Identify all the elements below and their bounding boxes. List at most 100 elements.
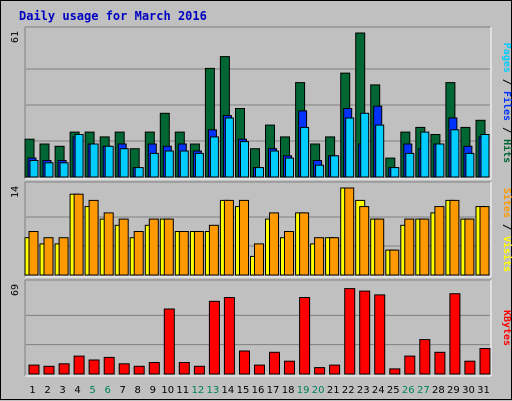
bar-pages-day-16 xyxy=(255,167,264,178)
bar-kbytes-day-11 xyxy=(178,362,190,375)
bar-kbytes-day-5 xyxy=(88,359,100,375)
day-label-1: 1 xyxy=(29,385,35,396)
bar-pages-day-25 xyxy=(390,167,400,178)
day-label-11: 11 xyxy=(176,385,189,396)
day-label-25: 25 xyxy=(387,385,400,396)
bar-pages-day-18 xyxy=(285,157,294,178)
bar-kbytes-day-9 xyxy=(148,362,160,375)
bar-kbytes-day-19 xyxy=(299,297,311,375)
bar-kbytes-day-3 xyxy=(58,363,70,375)
bar-sites-day-9 xyxy=(148,218,159,276)
day-label-9: 9 xyxy=(150,385,156,396)
bar-kbytes-day-23 xyxy=(359,290,371,375)
day-label-29: 29 xyxy=(447,385,460,396)
bar-sites-day-22 xyxy=(344,187,355,276)
bar-pages-day-10 xyxy=(164,150,174,178)
bar-kbytes-day-30 xyxy=(464,360,476,375)
bar-pages-day-5 xyxy=(89,143,99,178)
bar-sites-day-31 xyxy=(479,206,490,276)
day-label-23: 23 xyxy=(357,385,370,396)
bar-sites-day-16 xyxy=(254,243,264,276)
bar-pages-day-6 xyxy=(104,145,114,178)
day-label-31: 31 xyxy=(477,385,490,396)
bar-kbytes-day-8 xyxy=(133,365,145,375)
day-label-13: 13 xyxy=(207,385,220,396)
bar-pages-day-9 xyxy=(149,152,159,178)
bar-kbytes-day-16 xyxy=(254,364,265,375)
bar-pages-day-7 xyxy=(119,148,129,178)
bar-pages-day-17 xyxy=(270,150,279,178)
day-label-22: 22 xyxy=(342,385,355,396)
bar-sites-day-11 xyxy=(178,231,189,276)
bar-sites-day-19 xyxy=(299,212,310,276)
bar-kbytes-day-13 xyxy=(208,300,220,375)
bar-pages-day-26 xyxy=(405,152,415,178)
bar-pages-day-21 xyxy=(330,155,340,178)
bar-kbytes-day-20 xyxy=(314,367,326,375)
bar-sites-day-23 xyxy=(359,206,370,276)
day-label-17: 17 xyxy=(267,385,280,396)
y-max-label: 61 xyxy=(10,31,21,43)
bar-pages-day-23 xyxy=(360,112,370,178)
day-label-6: 6 xyxy=(105,385,111,396)
bar-kbytes-day-28 xyxy=(434,351,446,375)
bar-kbytes-day-12 xyxy=(193,365,205,375)
day-label-7: 7 xyxy=(120,385,126,396)
bar-kbytes-day-18 xyxy=(284,360,295,375)
bar-pages-day-12 xyxy=(194,152,204,178)
day-label-21: 21 xyxy=(327,385,340,396)
bar-sites-day-18 xyxy=(284,231,294,276)
bar-kbytes-day-31 xyxy=(479,348,491,375)
bar-sites-day-4 xyxy=(73,193,84,276)
day-label-24: 24 xyxy=(372,385,385,396)
bar-pages-day-29 xyxy=(450,129,460,178)
chart-title: Daily usage for March 2016 xyxy=(19,9,207,23)
bar-kbytes-day-6 xyxy=(103,356,115,375)
day-label-30: 30 xyxy=(462,385,475,396)
bar-kbytes-day-7 xyxy=(118,363,130,375)
bar-sites-day-17 xyxy=(269,212,279,276)
bar-kbytes-day-14 xyxy=(223,297,235,375)
bar-kbytes-day-27 xyxy=(419,339,431,375)
bar-sites-day-30 xyxy=(464,218,475,276)
bar-pages-day-13 xyxy=(209,136,219,178)
bar-kbytes-day-17 xyxy=(269,351,280,375)
day-label-8: 8 xyxy=(135,385,141,396)
bar-kbytes-day-21 xyxy=(329,364,341,375)
day-label-19: 19 xyxy=(297,385,310,396)
bar-kbytes-day-26 xyxy=(404,355,416,375)
bar-sites-day-5 xyxy=(88,199,99,276)
bar-kbytes-day-2 xyxy=(43,365,55,375)
bar-pages-day-27 xyxy=(420,131,430,178)
bar-pages-day-3 xyxy=(59,162,69,178)
day-label-12: 12 xyxy=(192,385,205,396)
bar-kbytes-day-4 xyxy=(73,355,85,375)
y-max-label: 14 xyxy=(10,186,21,198)
bar-sites-day-13 xyxy=(208,224,219,276)
bar-kbytes-day-15 xyxy=(239,350,250,375)
day-label-15: 15 xyxy=(237,385,250,396)
bar-sites-day-8 xyxy=(133,231,144,276)
day-label-26: 26 xyxy=(402,385,415,396)
bar-pages-day-28 xyxy=(435,143,445,178)
bar-pages-day-19 xyxy=(300,126,310,178)
bar-sites-day-12 xyxy=(193,231,204,276)
day-label-14: 14 xyxy=(222,385,235,396)
bar-sites-day-28 xyxy=(434,206,445,276)
day-label-20: 20 xyxy=(312,385,325,396)
day-label-10: 10 xyxy=(161,385,174,396)
bar-sites-day-25 xyxy=(389,249,400,276)
side-label-kbytes: KBytes xyxy=(501,310,512,346)
day-label-18: 18 xyxy=(282,385,295,396)
day-label-28: 28 xyxy=(432,385,445,396)
bar-kbytes-day-29 xyxy=(449,293,461,375)
side-label-sites-visits: Sites / Visits xyxy=(501,188,512,272)
y-max-label: 69 xyxy=(10,284,21,296)
day-label-27: 27 xyxy=(417,385,430,396)
bar-sites-day-29 xyxy=(449,199,460,276)
bar-pages-day-20 xyxy=(315,164,325,178)
bar-sites-day-27 xyxy=(419,218,430,276)
bar-pages-day-2 xyxy=(44,162,54,178)
bar-sites-day-20 xyxy=(314,237,325,276)
